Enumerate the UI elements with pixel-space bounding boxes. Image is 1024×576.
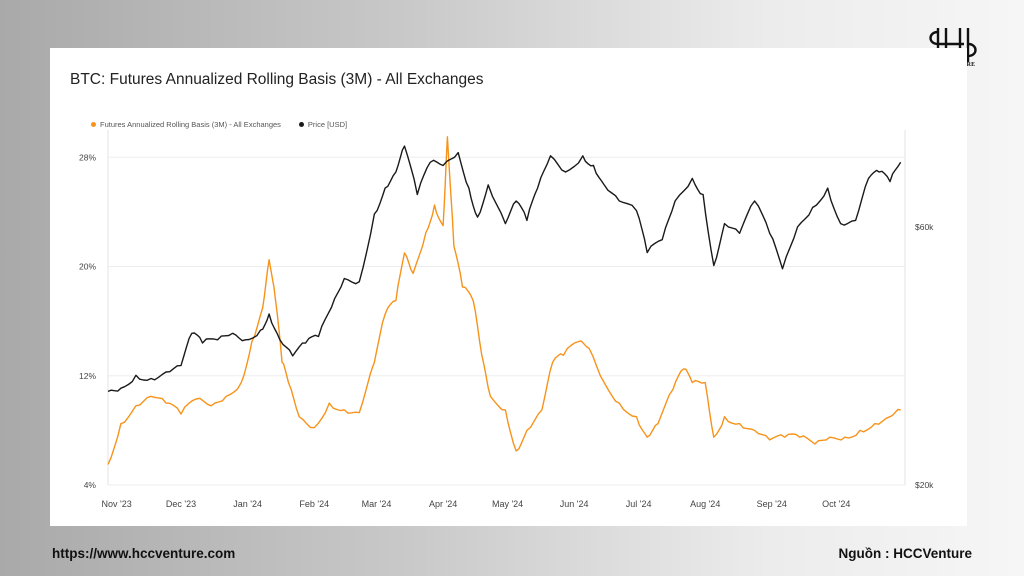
y-left-tick-label: 20% <box>79 262 96 272</box>
x-tick-label: Jul '24 <box>626 499 652 509</box>
y-left-tick-label: 4% <box>84 480 97 490</box>
footer-source: Nguồn : HCCVenture <box>838 546 973 561</box>
x-tick-label: Apr '24 <box>429 499 457 509</box>
x-tick-label: Sep '24 <box>757 499 787 509</box>
legend-swatch-price <box>298 122 304 127</box>
basis-series-line <box>107 136 901 465</box>
price-series-line <box>107 145 902 393</box>
x-tick-label: Jan '24 <box>233 499 262 509</box>
x-tick-label: Feb '24 <box>299 499 329 509</box>
footer-url[interactable]: https://www.hccventure.com <box>52 546 236 561</box>
x-tick-label: Mar '24 <box>362 499 392 509</box>
x-tick-label: Dec '23 <box>166 499 196 509</box>
y-right-tick-label: $60k <box>915 222 934 232</box>
y-right-tick-label: $20k <box>915 480 934 490</box>
chart-legend: Futures Annualized Rolling Basis (3M) - … <box>91 120 347 129</box>
y-left-tick-label: 12% <box>79 371 96 381</box>
x-tick-label: Nov '23 <box>101 499 131 509</box>
legend-label-basis: Futures Annualized Rolling Basis (3M) - … <box>100 120 281 129</box>
x-tick-label: Jun '24 <box>560 499 589 509</box>
legend-item-basis[interactable]: Futures Annualized Rolling Basis (3M) - … <box>91 120 281 129</box>
x-tick-label: Oct '24 <box>822 499 850 509</box>
y-left-tick-label: 28% <box>79 152 96 162</box>
chart-title: BTC: Futures Annualized Rolling Basis (3… <box>70 71 484 88</box>
legend-item-price[interactable]: Price [USD] <box>298 120 348 129</box>
chart-plot: 4% 12% 20% 28% $20k $60k Nov '23 Dec '23 Jan '24… <box>79 130 934 509</box>
legend-label-price: Price [USD] <box>307 120 348 129</box>
legend-swatch-basis <box>91 122 96 127</box>
x-tick-label: Aug '24 <box>690 499 720 509</box>
x-tick-label: May '24 <box>492 499 523 509</box>
chart-card: BTC: Futures Annualized Rolling Basis (3… <box>50 48 967 526</box>
